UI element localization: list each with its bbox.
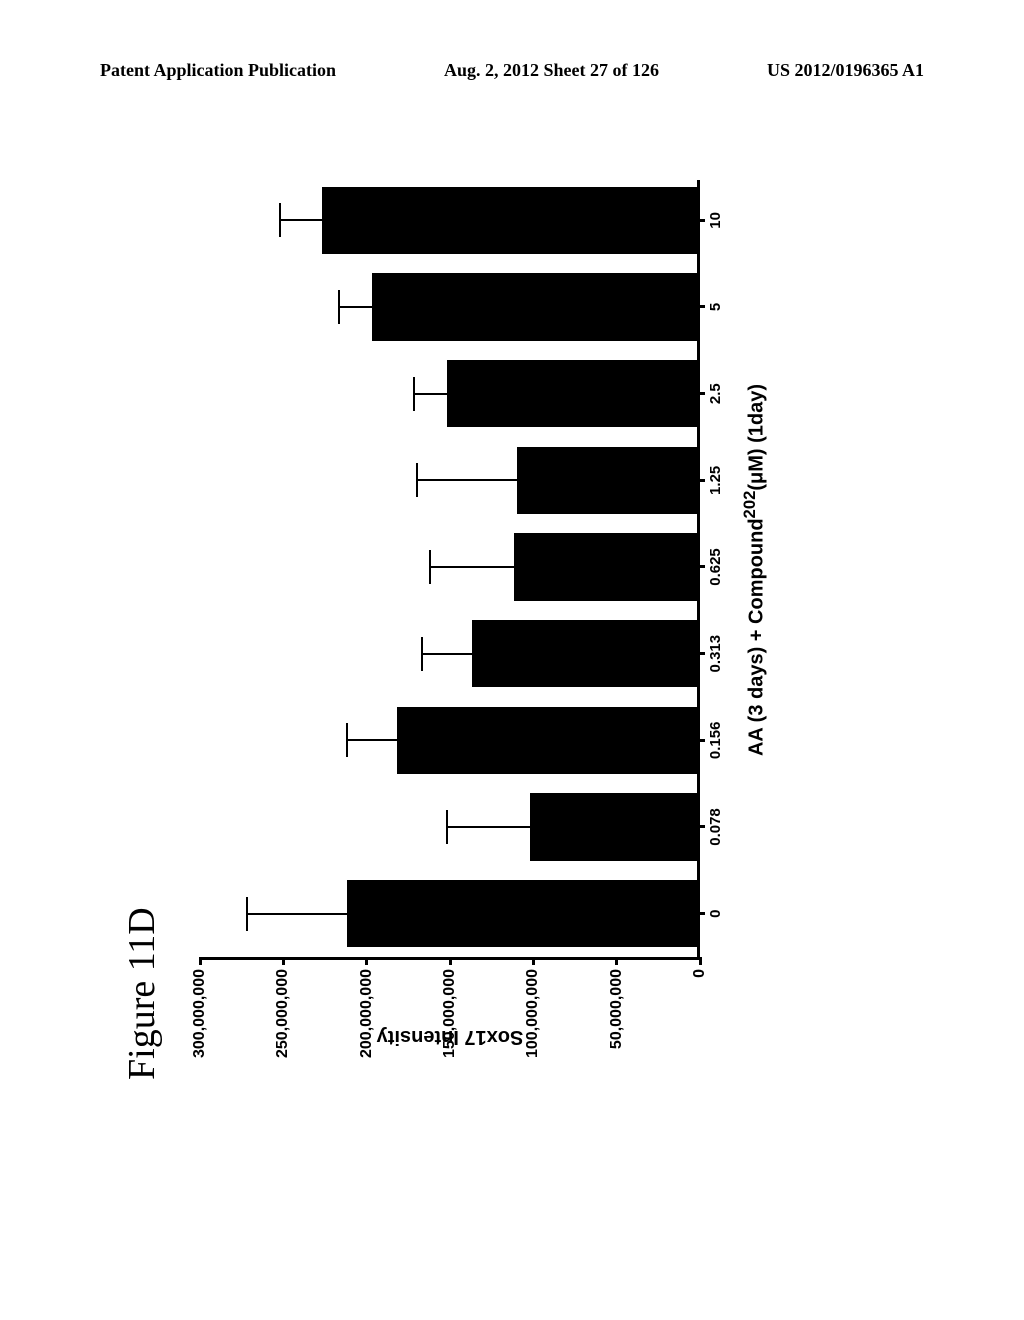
error-bar — [417, 479, 517, 481]
error-bar-cap — [346, 723, 348, 757]
figure-inner: Figure 11D Sox17 Intensity 050,000,00010… — [120, 140, 840, 1140]
error-bar-cap — [421, 637, 423, 671]
y-tick-label: 50,000,000 — [608, 969, 626, 1049]
x-tick-label: 5 — [707, 303, 724, 311]
error-bar — [247, 913, 347, 915]
page-header: Patent Application Publication Aug. 2, 2… — [0, 60, 1024, 81]
error-bar-cap — [416, 463, 418, 497]
x-tick-label: 2.5 — [707, 383, 724, 404]
error-bar — [280, 219, 322, 221]
bar — [472, 620, 697, 688]
bar — [514, 533, 697, 601]
bar — [517, 447, 697, 515]
x-tick-label: 0.313 — [707, 635, 724, 673]
header-center: Aug. 2, 2012 Sheet 27 of 126 — [444, 60, 659, 81]
error-bar — [347, 739, 397, 741]
header-left: Patent Application Publication — [100, 60, 336, 81]
error-bar — [422, 653, 472, 655]
x-tick-label: 0.625 — [707, 548, 724, 586]
error-bar-cap — [279, 203, 281, 237]
bar — [397, 707, 697, 775]
x-axis-title: AA (3 days) + Compound202(μM) (1day) — [740, 180, 769, 960]
y-tick — [699, 957, 702, 965]
error-bar-cap — [246, 897, 248, 931]
y-tick — [365, 957, 368, 965]
bar — [347, 880, 697, 948]
x-tick — [697, 826, 705, 829]
y-tick-label: 200,000,000 — [358, 969, 376, 1058]
bar — [372, 273, 697, 341]
error-bar-cap — [446, 810, 448, 844]
x-tick-label: 10 — [707, 212, 724, 229]
y-tick — [615, 957, 618, 965]
y-tick — [449, 957, 452, 965]
figure-container: Figure 11D Sox17 Intensity 050,000,00010… — [120, 140, 840, 1140]
error-bar — [447, 826, 530, 828]
x-tick-label: 0.078 — [707, 808, 724, 846]
figure-label: Figure 11D — [120, 907, 164, 1080]
x-tick — [697, 566, 705, 569]
error-bar — [414, 393, 447, 395]
bar — [322, 187, 697, 255]
y-tick — [199, 957, 202, 965]
bar — [447, 360, 697, 428]
y-tick — [532, 957, 535, 965]
y-tick-label: 100,000,000 — [524, 969, 542, 1058]
bar — [530, 793, 697, 861]
header-right: US 2012/0196365 A1 — [767, 60, 924, 81]
y-tick-label: 250,000,000 — [274, 969, 292, 1058]
x-tick — [697, 392, 705, 395]
error-bar-cap — [338, 290, 340, 324]
x-tick-label: 0 — [707, 910, 724, 918]
x-tick-label: 1.25 — [707, 466, 724, 495]
error-bar-cap — [413, 377, 415, 411]
x-tick-label: 0.156 — [707, 722, 724, 760]
x-tick — [697, 306, 705, 309]
x-tick — [697, 739, 705, 742]
y-tick-label: 300,000,000 — [191, 969, 209, 1058]
x-tick — [697, 219, 705, 222]
y-tick — [282, 957, 285, 965]
plot-area: 050,000,000100,000,000150,000,000200,000… — [200, 180, 700, 960]
page: Patent Application Publication Aug. 2, 2… — [0, 0, 1024, 1320]
error-bar-cap — [429, 550, 431, 584]
x-tick — [697, 652, 705, 655]
x-tick — [697, 912, 705, 915]
x-tick — [697, 479, 705, 482]
error-bar — [430, 566, 513, 568]
x-axis-title-part1: AA (3 days) + Compound — [746, 518, 768, 756]
y-tick-label: 0 — [691, 969, 709, 978]
y-tick-label: 150,000,000 — [441, 969, 459, 1058]
error-bar — [339, 306, 372, 308]
x-axis-title-sup: 202 — [740, 491, 759, 519]
x-axis-title-part3: (μM) (1day) — [746, 384, 768, 491]
